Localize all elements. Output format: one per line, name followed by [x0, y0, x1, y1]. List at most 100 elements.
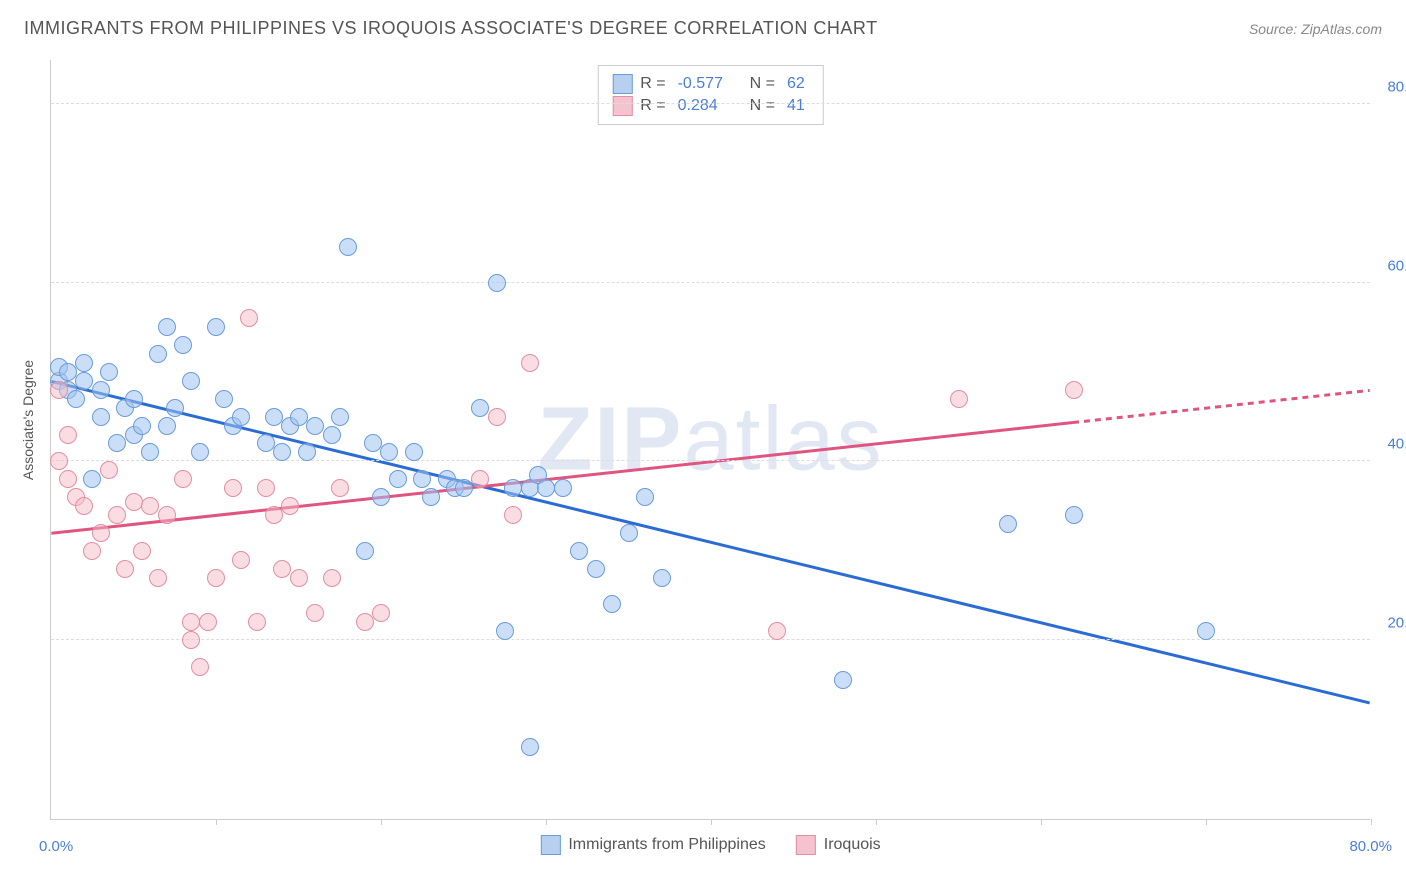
data-point-iroquois	[108, 506, 126, 524]
legend-R-value-iroquois: 0.284	[678, 97, 738, 115]
data-point-philippines	[372, 488, 390, 506]
data-point-iroquois	[191, 658, 209, 676]
x-tick	[1041, 819, 1042, 825]
data-point-iroquois	[504, 506, 522, 524]
trendline-philippines	[51, 381, 1369, 702]
legend-swatch-iroquois	[612, 96, 632, 116]
data-point-philippines	[587, 560, 605, 578]
watermark: ZIPatlas	[537, 388, 883, 491]
data-point-iroquois	[290, 569, 308, 587]
data-point-philippines	[620, 524, 638, 542]
y-tick-label: 80.0%	[1387, 78, 1406, 95]
source-label: Source: ZipAtlas.com	[1249, 21, 1382, 37]
series-legend-item-iroquois: Iroquois	[796, 835, 881, 855]
series-legend: Immigrants from Philippines Iroquois	[540, 835, 880, 855]
series-legend-item-philippines: Immigrants from Philippines	[540, 835, 765, 855]
data-point-iroquois	[488, 408, 506, 426]
legend-N-label: N =	[750, 97, 775, 115]
data-point-philippines	[380, 443, 398, 461]
data-point-iroquois	[521, 354, 539, 372]
title-bar: IMMIGRANTS FROM PHILIPPINES VS IROQUOIS …	[24, 18, 1382, 39]
watermark-zip: ZIP	[537, 389, 683, 489]
data-point-iroquois	[75, 497, 93, 515]
data-point-iroquois	[323, 569, 341, 587]
data-point-iroquois	[768, 622, 786, 640]
data-point-iroquois	[306, 604, 324, 622]
data-point-philippines	[290, 408, 308, 426]
data-point-iroquois	[199, 613, 217, 631]
data-point-philippines	[455, 479, 473, 497]
data-point-iroquois	[59, 426, 77, 444]
data-point-iroquois	[59, 470, 77, 488]
data-point-philippines	[413, 470, 431, 488]
x-tick	[546, 819, 547, 825]
data-point-iroquois	[125, 493, 143, 511]
data-point-philippines	[471, 399, 489, 417]
data-point-philippines	[273, 443, 291, 461]
data-point-philippines	[323, 426, 341, 444]
data-point-philippines	[405, 443, 423, 461]
correlation-legend: R =-0.577N =62R =0.284N =41	[597, 65, 823, 125]
data-point-philippines	[207, 318, 225, 336]
series-swatch-iroquois	[796, 835, 816, 855]
data-point-iroquois	[471, 470, 489, 488]
x-max-label: 80.0%	[1349, 838, 1392, 855]
legend-R-value-philippines: -0.577	[678, 75, 738, 93]
data-point-philippines	[158, 318, 176, 336]
data-point-iroquois	[182, 613, 200, 631]
data-point-philippines	[141, 443, 159, 461]
legend-N-label: N =	[750, 75, 775, 93]
data-point-philippines	[636, 488, 654, 506]
data-point-philippines	[537, 479, 555, 497]
data-point-iroquois	[356, 613, 374, 631]
data-point-philippines	[999, 515, 1017, 533]
data-point-iroquois	[50, 452, 68, 470]
x-tick	[711, 819, 712, 825]
x-tick	[876, 819, 877, 825]
data-point-philippines	[75, 372, 93, 390]
data-point-philippines	[166, 399, 184, 417]
data-point-iroquois	[100, 461, 118, 479]
trendline-iroquois	[51, 423, 1073, 534]
data-point-iroquois	[83, 542, 101, 560]
data-point-philippines	[257, 434, 275, 452]
data-point-philippines	[504, 479, 522, 497]
legend-row-philippines: R =-0.577N =62	[612, 74, 808, 94]
gridline	[51, 460, 1370, 461]
x-tick	[216, 819, 217, 825]
series-name-philippines: Immigrants from Philippines	[568, 836, 765, 854]
data-point-philippines	[265, 408, 283, 426]
data-point-philippines	[603, 595, 621, 613]
data-point-iroquois	[1065, 381, 1083, 399]
data-point-philippines	[356, 542, 374, 560]
data-point-iroquois	[158, 506, 176, 524]
series-swatch-philippines	[540, 835, 560, 855]
data-point-philippines	[59, 363, 77, 381]
plot-area: ZIPatlas R =-0.577N =62R =0.284N =41 Imm…	[50, 60, 1370, 820]
trend-lines-layer	[51, 60, 1370, 819]
data-point-philippines	[100, 363, 118, 381]
data-point-iroquois	[248, 613, 266, 631]
data-point-philippines	[306, 417, 324, 435]
data-point-iroquois	[240, 309, 258, 327]
legend-R-label: R =	[640, 97, 665, 115]
gridline	[51, 103, 1370, 104]
x-tick	[1206, 819, 1207, 825]
data-point-philippines	[422, 488, 440, 506]
watermark-atlas: atlas	[683, 389, 883, 489]
data-point-iroquois	[257, 479, 275, 497]
y-tick-label: 60.0%	[1387, 257, 1406, 274]
data-point-iroquois	[232, 551, 250, 569]
data-point-philippines	[570, 542, 588, 560]
data-point-philippines	[488, 274, 506, 292]
y-axis-label: Associate's Degree	[20, 360, 36, 480]
data-point-philippines	[521, 738, 539, 756]
data-point-iroquois	[224, 479, 242, 497]
data-point-iroquois	[133, 542, 151, 560]
data-point-philippines	[389, 470, 407, 488]
series-name-iroquois: Iroquois	[824, 836, 881, 854]
data-point-philippines	[133, 417, 151, 435]
data-point-philippines	[1065, 506, 1083, 524]
data-point-philippines	[158, 417, 176, 435]
legend-swatch-philippines	[612, 74, 632, 94]
